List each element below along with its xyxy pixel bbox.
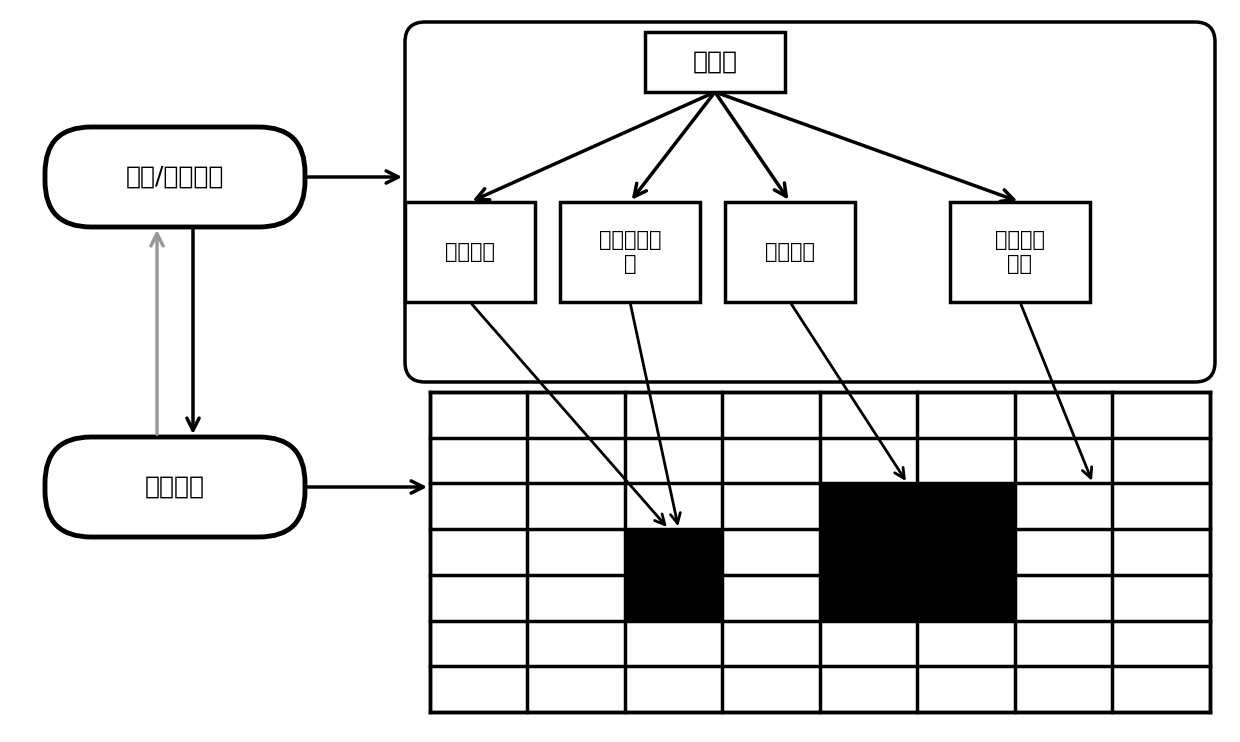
Bar — [430, 392, 1210, 712]
Text: 邻居状态: 邻居状态 — [765, 242, 815, 262]
Bar — [560, 202, 701, 302]
Text: 规则/变换函数: 规则/变换函数 — [125, 165, 224, 189]
Bar — [405, 202, 534, 302]
Bar — [950, 202, 1090, 302]
FancyBboxPatch shape — [45, 127, 305, 227]
Text: 元胞状态: 元胞状态 — [445, 242, 495, 262]
Text: 地理空间: 地理空间 — [145, 475, 205, 499]
Bar — [725, 202, 856, 302]
Text: 邻居属性
信息: 邻居属性 信息 — [994, 229, 1045, 275]
Bar — [820, 484, 1016, 620]
Bar — [645, 32, 785, 92]
FancyBboxPatch shape — [405, 22, 1215, 382]
Text: 元胞属性信
息: 元胞属性信 息 — [599, 229, 661, 275]
Text: 时间集: 时间集 — [692, 50, 738, 74]
FancyBboxPatch shape — [45, 437, 305, 537]
Bar — [625, 529, 723, 620]
